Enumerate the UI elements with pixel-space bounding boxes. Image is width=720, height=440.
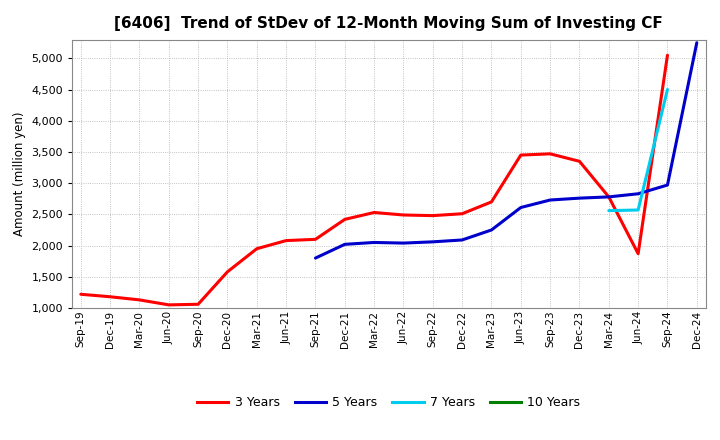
Y-axis label: Amount (million yen): Amount (million yen) [13, 112, 26, 236]
Title: [6406]  Trend of StDev of 12-Month Moving Sum of Investing CF: [6406] Trend of StDev of 12-Month Moving… [114, 16, 663, 32]
Legend: 3 Years, 5 Years, 7 Years, 10 Years: 3 Years, 5 Years, 7 Years, 10 Years [192, 392, 585, 414]
